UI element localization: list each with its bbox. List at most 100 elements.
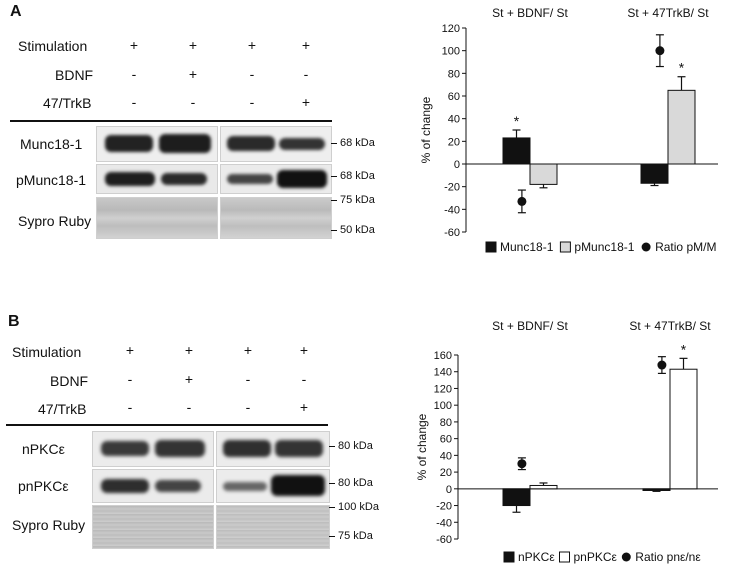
y-axis-label: % of change xyxy=(419,96,433,163)
condition-sign: + xyxy=(301,94,311,110)
y-tick-label: -60 xyxy=(444,227,460,239)
y-tick-label: -60 xyxy=(436,534,452,546)
condition-sign: + xyxy=(129,37,139,53)
bdnf-label: BDNF xyxy=(55,67,94,83)
condition-sign: + xyxy=(299,399,309,415)
condition-sign: - xyxy=(303,66,309,82)
y-tick-label: 0 xyxy=(454,159,460,171)
western-blot-strip xyxy=(96,126,218,162)
sypro-ruby-stain xyxy=(220,197,332,239)
bar xyxy=(529,163,558,185)
condition-sign: - xyxy=(301,371,307,387)
kda-marker: 80 kDa xyxy=(338,477,373,489)
kda-marker: 80 kDa xyxy=(338,440,373,452)
condition-sign: + xyxy=(243,342,253,358)
condition-sign: - xyxy=(186,399,192,415)
condition-sign: - xyxy=(245,399,251,415)
trkb-label: 47/TrkB xyxy=(43,95,92,111)
bar xyxy=(502,137,531,165)
panel-a-label: A xyxy=(10,3,22,20)
condition-sign: + xyxy=(184,342,194,358)
condition-sign: + xyxy=(299,342,309,358)
kda-marker: 68 kDa xyxy=(340,137,375,149)
y-tick-label: 140 xyxy=(434,367,452,379)
legend-label: pMunc18-1 xyxy=(574,240,634,254)
kda-marker: 68 kDa xyxy=(340,170,375,182)
blot-label-munc18: Munc18-1 xyxy=(20,136,83,152)
category-label: St + BDNF/ St xyxy=(492,6,568,20)
y-tick-label: 100 xyxy=(434,400,452,412)
y-tick-label: -20 xyxy=(444,182,460,194)
legend-swatch xyxy=(559,241,571,253)
condition-sign: + xyxy=(188,37,198,53)
ratio-point xyxy=(657,360,667,370)
y-tick-label: 60 xyxy=(448,91,460,103)
blot-label-sypro: Sypro Ruby xyxy=(18,213,92,229)
kda-marker: 50 kDa xyxy=(340,224,375,236)
marker-tick xyxy=(329,507,335,508)
legend-label: Ratio pM/M xyxy=(655,240,716,254)
western-blot-strip xyxy=(216,431,330,467)
blot-label-sypro: Sypro Ruby xyxy=(12,517,86,533)
legend-swatch xyxy=(485,241,497,253)
chart-a: -60 -40 -20 0 20 40 60 80 100 120 % of change St + … xyxy=(419,6,718,254)
sypro-ruby-stain xyxy=(92,505,214,549)
sypro-ruby-stain xyxy=(216,505,330,549)
legend-swatch xyxy=(641,242,651,252)
marker-tick xyxy=(331,176,337,177)
significance-star: * xyxy=(679,60,685,76)
chart-b: -60 -40 -20 0 20 40 60 80 100 120 140 160 % of chang… xyxy=(415,319,718,564)
bar xyxy=(640,163,669,184)
divider-line xyxy=(10,120,332,122)
condition-sign: + xyxy=(301,37,311,53)
western-blot-strip xyxy=(96,164,218,194)
marker-tick xyxy=(331,200,337,201)
ratio-point xyxy=(517,459,527,469)
condition-sign: - xyxy=(131,94,137,110)
marker-tick xyxy=(331,230,337,231)
legend-swatch xyxy=(503,551,515,563)
ratio-point xyxy=(517,196,527,206)
ratio-point xyxy=(655,46,665,56)
marker-tick xyxy=(329,536,335,537)
western-blot-strip xyxy=(92,431,214,467)
y-tick-label: 100 xyxy=(442,46,460,58)
western-blot-strip xyxy=(220,164,332,194)
y-tick-label: 60 xyxy=(440,434,452,446)
condition-sign: - xyxy=(245,371,251,387)
bar xyxy=(669,368,698,490)
kda-marker: 75 kDa xyxy=(338,530,373,542)
condition-sign: - xyxy=(127,399,133,415)
condition-sign: - xyxy=(127,371,133,387)
condition-sign: - xyxy=(131,66,137,82)
y-tick-label: 80 xyxy=(448,68,460,80)
marker-tick xyxy=(329,446,335,447)
condition-sign: + xyxy=(184,371,194,387)
y-axis-label: % of change xyxy=(415,413,429,480)
y-tick-label: 120 xyxy=(442,23,460,35)
sypro-ruby-stain xyxy=(96,197,218,239)
blot-label-npkce: nPKCε xyxy=(22,441,65,457)
category-label: St + 47TrkB/ St xyxy=(629,319,711,333)
y-tick-label: 20 xyxy=(448,136,460,148)
bdnf-label: BDNF xyxy=(50,373,89,389)
kda-marker: 100 kDa xyxy=(338,501,379,513)
stimulation-label: Stimulation xyxy=(12,344,82,360)
bar xyxy=(667,89,696,165)
y-tick-label: 40 xyxy=(440,450,452,462)
blot-label-pmunc18: pMunc18-1 xyxy=(16,172,87,188)
legend-label: pnPKCε xyxy=(574,550,618,564)
condition-sign: - xyxy=(249,94,255,110)
bar xyxy=(502,488,531,507)
significance-star: * xyxy=(681,341,687,357)
legend-swatch xyxy=(559,551,570,563)
condition-sign: - xyxy=(190,94,196,110)
bar xyxy=(642,488,671,491)
y-tick-label: 20 xyxy=(440,467,452,479)
significance-star: * xyxy=(514,113,520,129)
legend-label: nPKCε xyxy=(518,550,555,564)
y-tick-label: -40 xyxy=(436,517,452,529)
legend-swatch xyxy=(621,552,631,562)
condition-sign: + xyxy=(125,342,135,358)
trkb-label: 47/TrkB xyxy=(38,401,87,417)
